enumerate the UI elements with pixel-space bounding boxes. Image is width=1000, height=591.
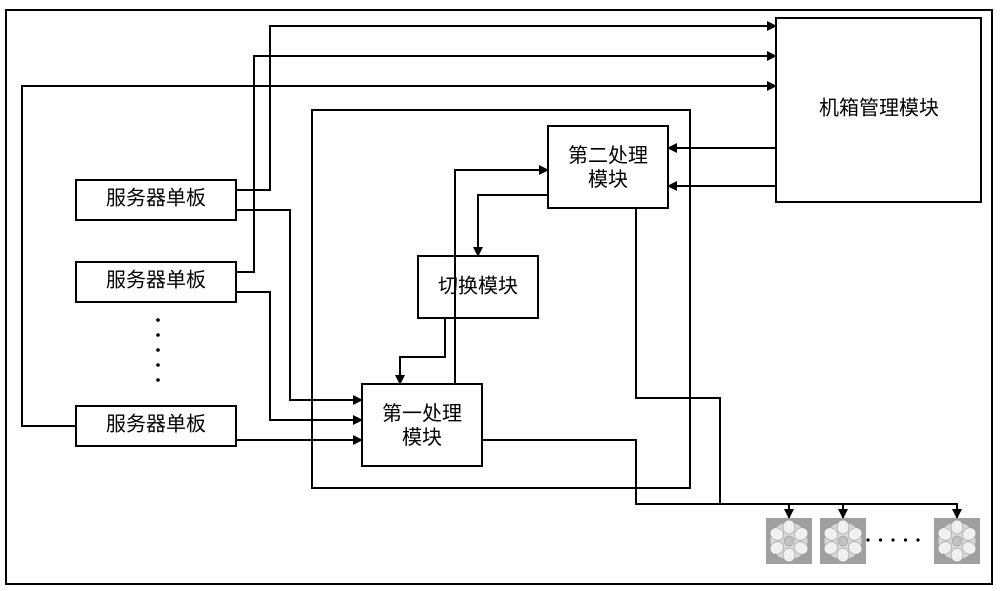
server-ellipsis-dot bbox=[156, 348, 160, 352]
node-proc2 bbox=[548, 126, 668, 208]
label-switch: 切换模块 bbox=[438, 275, 518, 298]
server-ellipsis-dot bbox=[156, 378, 160, 382]
fan-icon bbox=[766, 518, 812, 564]
label-server2: 服务器单板 bbox=[106, 269, 206, 292]
server-ellipsis-dot bbox=[156, 363, 160, 367]
server-ellipsis-dot bbox=[156, 318, 160, 322]
server-ellipsis-dot bbox=[156, 333, 160, 337]
label-server1: 服务器单板 bbox=[106, 187, 206, 210]
node-proc1 bbox=[362, 384, 482, 466]
fan-ellipsis-dot bbox=[891, 538, 894, 541]
label-server3: 服务器单板 bbox=[106, 413, 206, 436]
fan-icon bbox=[934, 518, 980, 564]
fan-icon bbox=[820, 518, 866, 564]
fan-ellipsis-dot bbox=[866, 538, 869, 541]
fan-ellipsis-dot bbox=[904, 538, 907, 541]
diagram-canvas: 机箱管理模块服务器单板服务器单板服务器单板第二处理模块切换模块第一处理模块 bbox=[0, 0, 1000, 591]
label-chassis_mgr: 机箱管理模块 bbox=[819, 97, 939, 120]
fan-ellipsis-dot bbox=[879, 538, 882, 541]
fan-ellipsis-dot bbox=[916, 538, 919, 541]
